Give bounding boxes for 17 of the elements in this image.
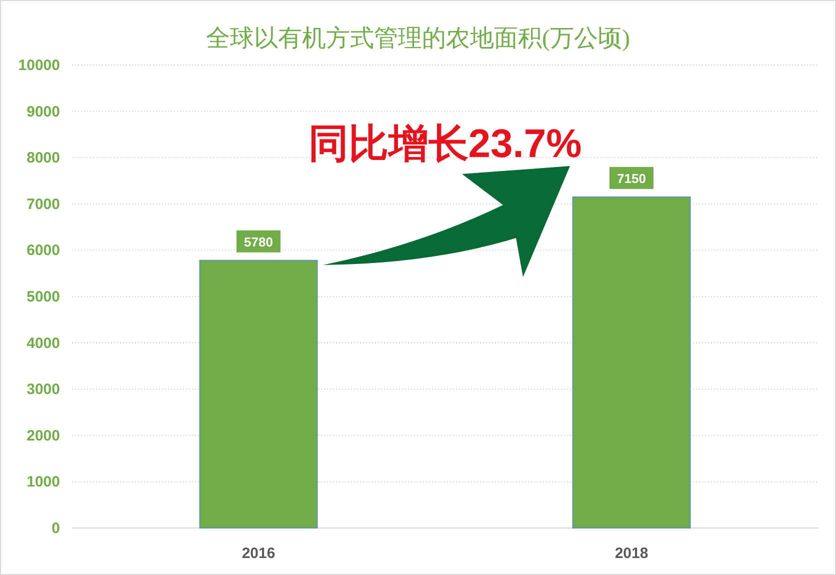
x-tick-label: 2016 bbox=[242, 545, 276, 562]
data-label: 5780 bbox=[244, 234, 273, 250]
y-tick-label: 10000 bbox=[18, 57, 60, 74]
y-tick-label: 5000 bbox=[26, 288, 60, 306]
y-tick-label: 8000 bbox=[26, 150, 60, 167]
y-tick-label: 0 bbox=[52, 520, 60, 537]
y-tick-label: 2000 bbox=[26, 427, 60, 444]
annotation: 同比增长23.7% bbox=[308, 122, 582, 166]
chart-title: 全球以有机方式管理的农地面积(万公顷) bbox=[206, 25, 630, 52]
y-tick-label: 9000 bbox=[26, 103, 60, 120]
data-label: 7150 bbox=[617, 170, 646, 186]
y-tick-label: 6000 bbox=[26, 242, 60, 260]
y-tick-label: 1000 bbox=[26, 474, 60, 491]
x-tick-label: 2018 bbox=[614, 545, 648, 562]
y-tick-label: 3000 bbox=[26, 381, 60, 398]
y-tick-label: 4000 bbox=[26, 334, 60, 352]
y-tick-label: 7000 bbox=[26, 196, 60, 213]
